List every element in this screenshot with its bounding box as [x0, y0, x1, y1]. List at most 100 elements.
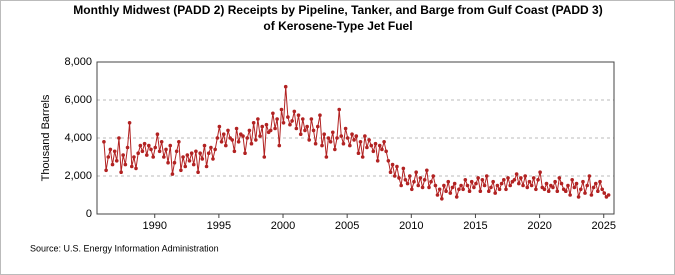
- data-point: [129, 164, 134, 169]
- data-point: [459, 183, 463, 188]
- data-point: [296, 113, 301, 117]
- data-point: [425, 168, 429, 173]
- data-point: [596, 189, 600, 193]
- data-point: [159, 140, 164, 144]
- data-point: [551, 185, 555, 190]
- data-point: [568, 193, 572, 197]
- data-point: [380, 147, 384, 152]
- data-point: [166, 160, 170, 165]
- data-point: [271, 111, 275, 116]
- data-point: [461, 187, 465, 192]
- data-point: [206, 151, 211, 155]
- data-point: [307, 138, 311, 142]
- data-point: [236, 140, 241, 144]
- x-tick-label: 1995: [207, 220, 231, 232]
- data-point: [187, 159, 192, 163]
- data-point: [375, 159, 380, 163]
- data-point: [521, 183, 525, 188]
- data-point: [386, 159, 391, 163]
- data-point: [247, 128, 252, 133]
- data-point: [482, 183, 487, 188]
- y-tick-label: 8,000: [64, 56, 92, 68]
- data-point: [196, 170, 200, 174]
- data-point: [427, 185, 431, 190]
- data-point: [525, 185, 530, 190]
- data-point: [437, 187, 442, 192]
- data-point: [230, 138, 235, 142]
- data-point: [350, 132, 354, 136]
- data-point: [341, 141, 346, 146]
- data-point: [446, 179, 451, 184]
- data-point: [326, 136, 331, 140]
- data-point: [144, 153, 149, 157]
- data-point: [151, 155, 155, 159]
- data-point: [174, 149, 179, 154]
- data-point: [365, 145, 369, 150]
- data-point: [514, 172, 519, 176]
- data-point: [435, 193, 440, 197]
- data-point: [403, 178, 408, 182]
- chart-title: of Kerosene-Type Jet Fuel: [263, 19, 412, 33]
- data-point: [224, 143, 228, 148]
- data-point: [497, 187, 502, 192]
- data-point: [213, 147, 217, 152]
- data-point: [273, 126, 277, 131]
- data-point: [555, 189, 560, 193]
- data-point: [251, 121, 256, 125]
- data-point: [546, 189, 551, 193]
- data-point: [581, 179, 585, 184]
- data-point: [420, 185, 425, 190]
- data-point: [318, 113, 322, 117]
- data-point: [457, 187, 461, 192]
- data-point: [181, 155, 185, 159]
- data-point: [279, 107, 284, 112]
- data-point: [226, 128, 230, 133]
- data-point: [542, 187, 547, 192]
- data-point: [200, 157, 205, 161]
- data-point: [153, 145, 158, 150]
- data-point: [544, 181, 549, 186]
- data-point: [268, 128, 273, 133]
- data-point: [502, 178, 506, 182]
- data-point: [121, 153, 125, 157]
- data-point: [138, 143, 143, 148]
- data-point: [570, 178, 574, 182]
- data-point: [343, 126, 348, 131]
- data-point: [410, 187, 414, 192]
- data-point: [155, 132, 160, 136]
- data-point: [185, 153, 190, 157]
- data-point: [337, 107, 342, 112]
- data-point: [463, 178, 468, 182]
- data-point: [433, 183, 438, 188]
- data-point: [243, 151, 247, 155]
- data-point: [476, 176, 480, 180]
- y-tick-label: 4,000: [64, 132, 92, 144]
- data-point: [311, 128, 316, 133]
- data-point: [232, 149, 237, 154]
- data-point: [260, 124, 265, 129]
- data-point: [429, 179, 433, 184]
- data-point: [553, 179, 557, 184]
- data-point: [512, 178, 517, 182]
- data-point: [275, 117, 279, 121]
- chart-title: Monthly Midwest (PADD 2) Receipts by Pip…: [73, 3, 602, 17]
- data-point: [450, 185, 455, 190]
- data-point: [254, 138, 258, 142]
- data-point: [286, 115, 290, 119]
- data-point: [348, 143, 352, 148]
- data-point: [572, 185, 577, 190]
- y-axis-label: Thousand Barrels: [40, 94, 52, 181]
- data-point: [576, 195, 581, 199]
- data-point: [352, 138, 356, 142]
- data-point: [305, 124, 309, 129]
- data-point: [392, 174, 397, 178]
- data-point: [219, 140, 224, 144]
- data-point: [414, 170, 418, 174]
- data-point: [484, 174, 489, 178]
- data-point: [292, 109, 297, 114]
- data-point: [294, 126, 299, 131]
- data-point: [162, 155, 166, 159]
- data-point: [283, 84, 288, 89]
- data-point: [125, 145, 130, 150]
- data-point: [367, 138, 371, 142]
